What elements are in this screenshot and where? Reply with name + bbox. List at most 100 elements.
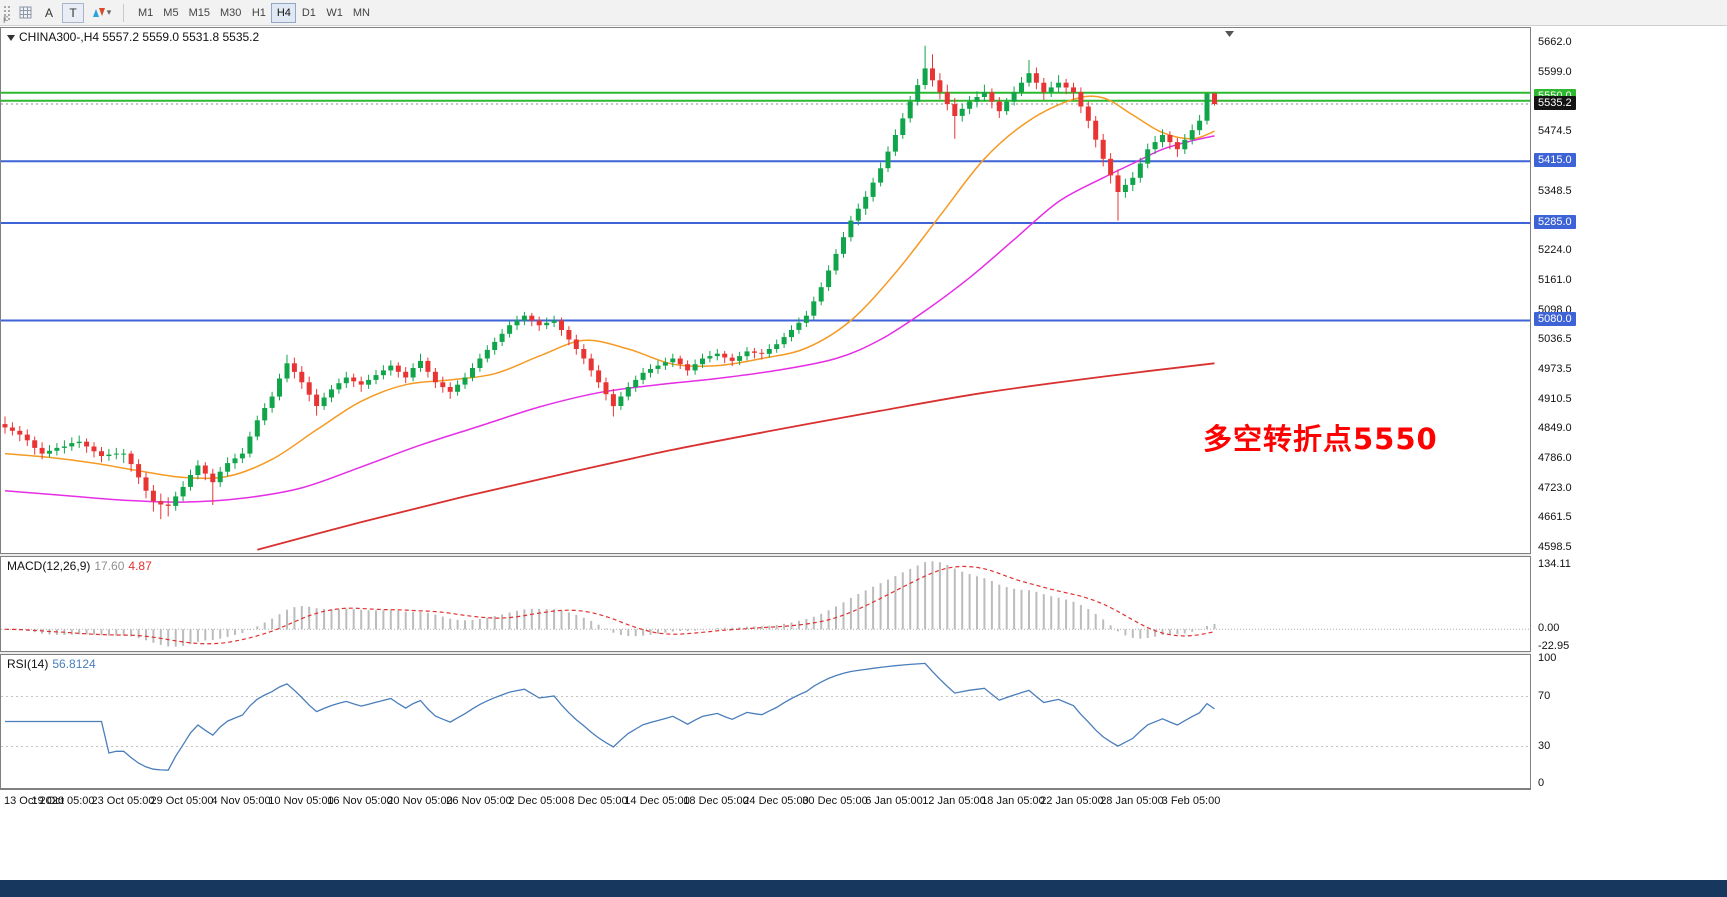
date-axis-label: 28 Jan 05:00 (1100, 795, 1164, 807)
candle-body (1174, 142, 1180, 150)
price-tick-label: 4973.5 (1538, 363, 1572, 375)
timeframe-m1[interactable]: M1 (133, 3, 158, 23)
candle-body (1197, 120, 1203, 131)
candle-body (1108, 158, 1114, 176)
price-badge: 5415.0 (1534, 153, 1576, 167)
pane-splitter[interactable] (0, 652, 1531, 654)
date-axis-label: 13 Oct 2020 (4, 795, 64, 807)
candle-body (202, 465, 208, 474)
candle-body (1048, 87, 1054, 93)
candle-body (232, 458, 238, 464)
dropdown-caret-icon: ▾ (106, 7, 112, 17)
candle-body (499, 333, 505, 342)
candle-body (54, 447, 60, 451)
ma-line-mid (4, 135, 1215, 503)
macd-pane[interactable]: MACD(12,26,9) 17.60 4.87 (0, 556, 1531, 652)
candle-body (173, 496, 179, 506)
candle-body (677, 358, 683, 365)
candle-body (766, 349, 772, 354)
candle-body (573, 339, 579, 349)
candle-body (989, 92, 995, 102)
candle-body (180, 486, 186, 497)
candle-body (425, 360, 431, 372)
candle-body (685, 364, 691, 371)
candle-body (1019, 82, 1024, 93)
date-axis-label: 8 Dec 05:00 (568, 795, 628, 807)
candle-body (32, 440, 38, 448)
candle-body (1137, 163, 1143, 178)
candle-body (2, 424, 8, 428)
price-tick-label: 4786.0 (1538, 452, 1572, 464)
candle-body (655, 365, 661, 369)
candle-body (47, 450, 52, 454)
candle-body (462, 377, 468, 385)
rsi-label: RSI(14) 56.8124 (7, 657, 96, 671)
candlestick-chart[interactable] (1, 28, 1530, 553)
toolbar-separator (123, 3, 124, 22)
timeframe-m5[interactable]: M5 (158, 3, 183, 23)
rsi-scale-label: 0 (1538, 777, 1545, 789)
candle-body (996, 101, 1002, 112)
timeframe-d1[interactable]: D1 (296, 3, 321, 23)
candle-body (581, 349, 587, 359)
date-axis-label: 18 Jan 05:00 (981, 795, 1045, 807)
candle-body (707, 356, 713, 359)
candle-body (440, 382, 446, 388)
main-chart-pane[interactable]: CHINA300-,H4 5557.2 5559.0 5531.8 5535.2 (0, 27, 1531, 554)
candle-body (188, 475, 193, 487)
candle-body (1182, 139, 1188, 150)
candle-body (388, 365, 394, 371)
price-tick-label: 5036.5 (1538, 333, 1572, 345)
candle-body (1122, 184, 1128, 192)
chart-shift-marker (1225, 31, 1234, 37)
annotation-text: 多空转折点5550 (1203, 422, 1438, 456)
timeframe-h1[interactable]: H1 (246, 3, 271, 23)
candle-body (269, 396, 275, 408)
macd-label: MACD(12,26,9) 17.60 4.87 (7, 559, 152, 573)
macd-chart[interactable] (1, 557, 1530, 651)
candle-body (366, 379, 372, 385)
text-tool-button[interactable]: T (62, 2, 84, 23)
candle-body (432, 371, 438, 383)
timeframe-mn[interactable]: MN (348, 3, 375, 23)
candle-body (247, 436, 253, 454)
candle-body (885, 151, 891, 169)
timeframe-w1[interactable]: W1 (321, 3, 348, 23)
candle-body (380, 370, 386, 376)
candle-body (596, 370, 602, 383)
candle-body (625, 387, 631, 397)
candle-body (61, 446, 67, 448)
candle-body (930, 68, 935, 81)
pane-splitter[interactable] (0, 554, 1531, 556)
rsi-scale-label: 70 (1538, 690, 1551, 702)
date-axis[interactable]: 13 Oct 2020 19 Oct 05:00 23 Oct 05:00 29 Oc… (0, 789, 1531, 813)
price-axis[interactable]: 5662.0 5599.0 5474.5 5348.5 5224.0 5161.0 5098… (1531, 27, 1727, 812)
toolbar-grip-handle[interactable] (3, 4, 10, 21)
candle-body (24, 434, 30, 441)
candle-body (826, 270, 832, 288)
candle-body (291, 363, 297, 372)
candle-body (1167, 135, 1173, 143)
rsi-chart[interactable] (1, 655, 1530, 788)
timeframe-m30[interactable]: M30 (215, 3, 246, 23)
candle-body (967, 101, 973, 109)
timeframe-h4[interactable]: H4 (271, 2, 297, 23)
candle-body (648, 369, 653, 373)
candle-body (410, 368, 416, 378)
macd-signal-line (4, 565, 1215, 645)
grid-tool-button[interactable] (14, 3, 36, 23)
timeframe-m15[interactable]: M15 (184, 3, 215, 23)
candle-body (640, 372, 646, 380)
rsi-pane[interactable]: RSI(14) 56.8124 (0, 654, 1531, 789)
candle-body (336, 383, 342, 390)
candle-body (603, 382, 609, 395)
candle-body (329, 389, 334, 398)
candle-body (1204, 93, 1210, 121)
price-tick-label: 5662.0 (1538, 36, 1572, 48)
cursor-tool-button[interactable]: A (38, 3, 60, 23)
candle-body (544, 322, 550, 326)
arrows-tool-button[interactable]: ▾ (86, 3, 116, 23)
date-axis-label: 3 Feb 05:00 (1161, 795, 1221, 807)
date-axis-label: 16 Nov 05:00 (327, 795, 393, 807)
candle-body (284, 363, 290, 379)
